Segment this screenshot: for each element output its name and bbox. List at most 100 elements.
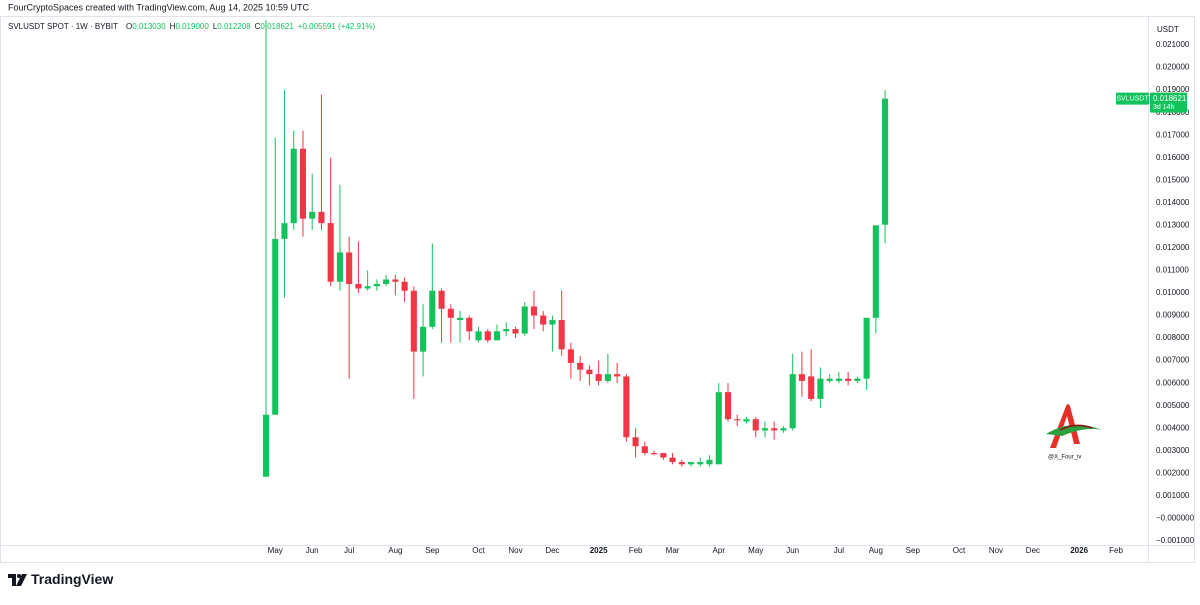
candle-body	[290, 148, 297, 224]
y-tick-label: 0.004000	[1156, 423, 1190, 432]
candle-body	[614, 374, 621, 377]
y-tick-label: 0.003000	[1156, 446, 1190, 455]
brand-mark-2	[17, 574, 21, 578]
candle-body	[429, 290, 436, 327]
candle-body	[355, 283, 362, 289]
candle-body	[669, 457, 676, 463]
x-tick-label: Dec	[1026, 546, 1040, 555]
ohlc-value: 0.019000	[175, 22, 209, 31]
candle-body	[438, 290, 445, 309]
y-tick-label: 0.008000	[1156, 333, 1190, 342]
y-tick-label: 0.014000	[1156, 198, 1190, 207]
watermark-logo	[1046, 404, 1102, 448]
candle-body	[309, 211, 316, 219]
brand-mark-3	[16, 574, 27, 586]
x-tick-label: Apr	[713, 546, 726, 555]
candle-body	[604, 374, 611, 381]
y-tick-label: 0.020000	[1156, 63, 1190, 72]
x-tick-label: Nov	[508, 546, 522, 555]
candle-body	[835, 378, 842, 381]
ohlc-value: 0.012208	[217, 22, 251, 31]
candle-body	[789, 374, 796, 429]
y-tick-label: 0.019000	[1156, 85, 1190, 94]
y-tick-label: 0.006000	[1156, 378, 1190, 387]
candle-body	[420, 326, 427, 352]
logo-a	[1050, 404, 1080, 448]
x-tick-label: Oct	[472, 546, 485, 555]
candle-body	[798, 374, 805, 381]
logo-line	[1059, 424, 1093, 431]
candle-body	[586, 369, 593, 375]
ohlc-value: 0.018621	[260, 22, 294, 31]
candle-body	[281, 223, 288, 239]
x-tick-label: Sep	[906, 546, 921, 555]
candle-body	[567, 349, 574, 363]
x-tick-label: May	[268, 546, 283, 555]
candle-body	[392, 279, 399, 282]
candle-body	[493, 331, 501, 341]
candle-body	[808, 376, 815, 399]
candle-body	[743, 419, 750, 422]
y-tick-label: 0.001000	[1156, 491, 1190, 500]
candle-body	[549, 320, 556, 325]
price-tag-bg	[1150, 92, 1187, 113]
candle-body	[632, 437, 639, 447]
x-tick-label: Feb	[1109, 546, 1123, 555]
ohlc-value: 0.013030	[132, 22, 166, 31]
y-tick-label: 0.015000	[1156, 175, 1190, 184]
y-tick-label: 0.010000	[1156, 288, 1190, 297]
candle-body	[558, 320, 565, 350]
candle-body	[262, 414, 270, 477]
candle-body	[752, 419, 759, 431]
candle-body	[373, 283, 380, 287]
candle-body	[484, 331, 491, 341]
candle-body	[872, 225, 879, 318]
candle-body	[826, 378, 833, 381]
candle-body	[466, 317, 473, 332]
y-tick-label: 0.002000	[1156, 468, 1190, 477]
candle-body	[641, 446, 648, 454]
x-tick-label: Sep	[425, 546, 440, 555]
candle-body	[401, 281, 408, 291]
x-tick-label: Oct	[953, 546, 966, 555]
ohlc-key: O	[126, 22, 132, 31]
candle-body	[623, 376, 630, 438]
x-tick-label: Aug	[869, 546, 883, 555]
x-tick-label: Aug	[388, 546, 402, 555]
legend: SVLUSDT SPOT · 1W · BYBIT O0.013030 H0.01…	[8, 22, 376, 31]
y-tick-label: 0.017000	[1156, 130, 1190, 139]
attribution: FourCryptoSpaces created with TradingVie…	[8, 2, 309, 12]
ohlc-key: C	[255, 22, 261, 31]
x-tick-label: May	[748, 546, 763, 555]
x-tick-label: Nov	[989, 546, 1003, 555]
y-tick-label: 0.016000	[1156, 153, 1190, 162]
symbol: SVLUSDT SPOT · 1W · BYBIT	[8, 22, 118, 31]
candle-body	[734, 419, 741, 421]
candle-body	[512, 329, 519, 334]
y-tick-label: 0.005000	[1156, 401, 1190, 410]
candle-body	[715, 392, 722, 465]
y-tick-label: −0.000000	[1156, 514, 1195, 523]
candle-body	[771, 428, 778, 431]
candle-body	[863, 317, 870, 379]
candle-body	[817, 378, 824, 399]
candle-body	[447, 308, 454, 318]
candle-body	[346, 252, 353, 284]
symbol-tag: SVLUSDT	[1116, 96, 1149, 103]
candle-body	[595, 374, 602, 381]
x-tick-label: Jun	[306, 546, 319, 555]
watermark: @X_Four_iv	[1048, 455, 1081, 461]
candle-body	[706, 459, 713, 465]
x-tick-label: Jun	[786, 546, 799, 555]
logo-swoosh	[1046, 424, 1102, 436]
candle-body	[882, 98, 889, 225]
y-tick-label: 0.021000	[1156, 40, 1190, 49]
ohlc-key: L	[213, 22, 218, 31]
candle-body	[521, 306, 528, 334]
candle-body	[383, 279, 390, 284]
candle-body	[327, 223, 334, 282]
x-tick-label: Jul	[834, 546, 844, 555]
